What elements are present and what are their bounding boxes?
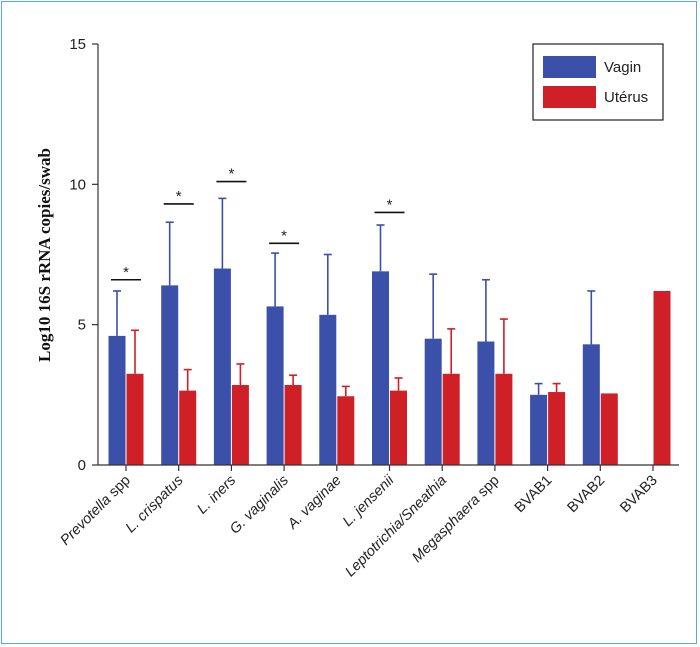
error-bar-vagin-9	[587, 290, 596, 345]
y-axis-label: Log10 16S rRNA copies/swab	[35, 148, 54, 362]
x-tick-label-8: BVAB1	[512, 473, 556, 517]
bar-uterus-5	[390, 390, 407, 465]
x-tick-label-9: BVAB2	[565, 473, 609, 517]
x-tick-label-0: Prevotella spp	[58, 473, 134, 549]
significance-marker-1: *	[163, 188, 194, 205]
bar-uterus-4	[337, 396, 355, 465]
legend-label-1: Utérus	[604, 89, 648, 106]
y-tick-label-10: 10	[69, 176, 86, 193]
bar-vagin-6	[424, 338, 442, 465]
bar-uterus-3	[284, 385, 302, 465]
error-bar-vagin-2	[218, 197, 227, 269]
error-bar-uterus-2	[236, 363, 245, 386]
y-tick-label-5: 5	[78, 317, 86, 334]
svg-text:*: *	[281, 227, 287, 244]
bar-vagin-7	[477, 341, 495, 465]
bar-uterus-7	[495, 373, 513, 465]
bar-vagin-4	[319, 314, 337, 465]
x-tick-label-2: L. iners	[194, 473, 239, 518]
error-bar-uterus-0	[131, 329, 139, 374]
error-bar-vagin-8	[534, 382, 543, 395]
x-tick-label-10: BVAB3	[617, 473, 661, 517]
bar-uterus-8	[548, 392, 566, 465]
error-bar-uterus-4	[341, 385, 350, 397]
bar-uterus-1	[179, 390, 197, 465]
error-bar-vagin-6	[429, 273, 438, 339]
svg-text:*: *	[228, 166, 234, 183]
bar-uterus-10	[653, 290, 671, 465]
error-bar-uterus-1	[183, 368, 192, 391]
significance-marker-2: *	[216, 166, 247, 183]
error-bars-layer	[113, 197, 596, 397]
error-bar-vagin-1	[165, 221, 174, 286]
legend-box	[532, 43, 664, 121]
x-tick-label-1: L. crispatus	[123, 473, 187, 537]
bar-vagin-5	[372, 271, 389, 465]
bar-vagin-2	[213, 268, 231, 465]
error-bar-vagin-4	[323, 253, 332, 315]
bar-vagin-9	[582, 344, 600, 465]
legend-label-0: Vagin	[604, 59, 641, 76]
bar-vagin-8	[530, 394, 548, 465]
y-tick-label-0: 0	[78, 457, 86, 474]
error-bar-vagin-3	[271, 252, 280, 307]
error-bar-vagin-7	[481, 278, 490, 342]
bar-vagin-0	[108, 335, 126, 465]
significance-marker-3: *	[269, 227, 300, 244]
bars-layer	[108, 268, 671, 465]
bar-vagin-3	[266, 306, 284, 465]
significance-marker-4: *	[374, 196, 405, 213]
bar-uterus-2	[231, 385, 249, 465]
significance-layer: * * * * *	[111, 166, 405, 281]
error-bar-uterus-6	[447, 328, 456, 374]
svg-text:*: *	[176, 188, 182, 205]
bar-uterus-6	[442, 373, 460, 465]
bar-uterus-9	[600, 393, 618, 465]
error-bar-uterus-5	[394, 377, 403, 391]
legend: Vagin Utérus	[532, 43, 664, 121]
error-bar-uterus-7	[499, 318, 508, 374]
error-bar-uterus-8	[552, 382, 561, 393]
bar-vagin-1	[161, 285, 179, 465]
x-tick-label-6: Leptotrichia/Sneathia	[342, 473, 450, 581]
svg-text:*: *	[387, 196, 393, 213]
error-bar-vagin-0	[113, 290, 121, 336]
significance-marker-0: *	[111, 264, 141, 281]
error-bar-vagin-5	[376, 224, 385, 272]
x-tick-label-4: A. vaginae	[284, 473, 344, 533]
y-tick-label-15: 15	[69, 36, 86, 53]
bar-uterus-0	[126, 373, 144, 465]
svg-text:*: *	[123, 264, 129, 281]
legend-swatch-1	[543, 86, 596, 108]
error-bar-uterus-3	[289, 374, 298, 386]
legend-swatch-0	[543, 56, 596, 78]
